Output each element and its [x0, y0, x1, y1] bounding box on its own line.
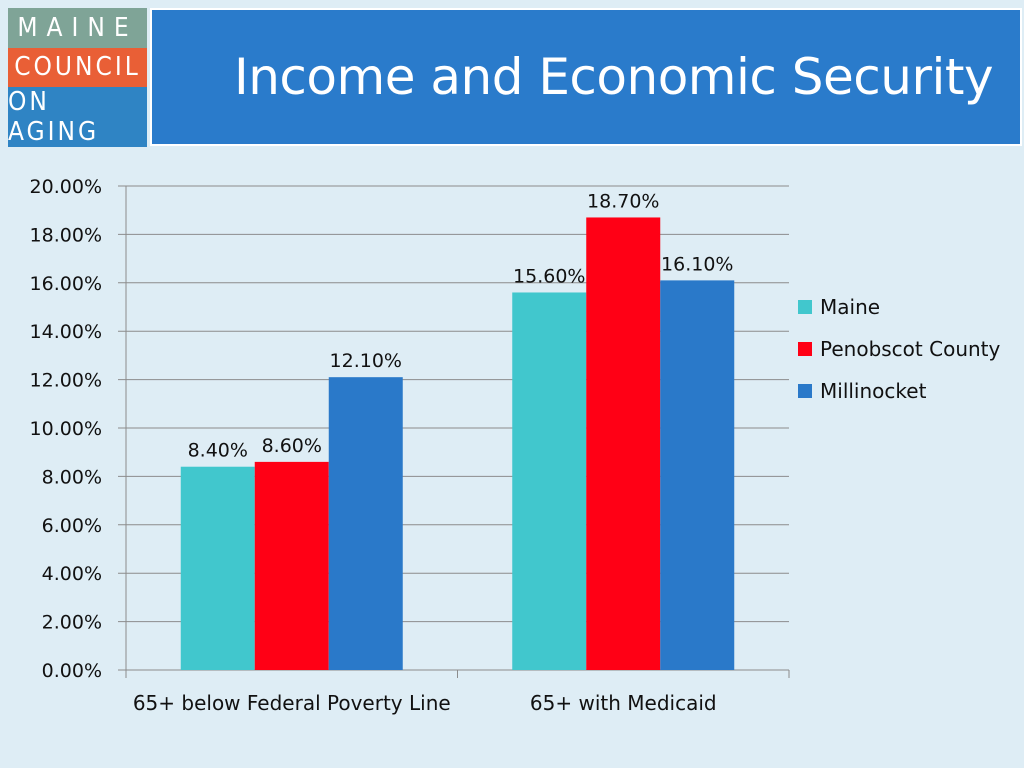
logo-line-on-aging: ON AGING	[8, 87, 147, 147]
y-tick-label: 8.00%	[42, 466, 102, 488]
bar-maine	[512, 292, 587, 670]
bar-penobscot-county	[254, 461, 329, 670]
y-tick-label: 0.00%	[42, 660, 102, 682]
x-category-label: 65+ below Federal Poverty Line	[133, 691, 451, 715]
logo-line-maine: MAINE	[8, 8, 147, 48]
y-tick-label: 16.00%	[30, 273, 102, 295]
y-tick-label: 6.00%	[42, 515, 102, 537]
slide-title: Income and Economic Security	[234, 48, 994, 106]
y-tick-label: 4.00%	[42, 563, 102, 585]
legend-swatch	[798, 384, 812, 398]
maine-council-logo: MAINE COUNCIL ON AGING	[8, 8, 147, 147]
legend-label: Maine	[820, 295, 880, 319]
legend-swatch	[798, 300, 812, 314]
legend-label: Penobscot County	[820, 337, 1001, 361]
x-category-label: 65+ with Medicaid	[530, 691, 717, 715]
slide-header: Income and Economic Security	[150, 8, 1022, 146]
logo-line-council: COUNCIL	[8, 47, 147, 87]
legend-swatch	[798, 342, 812, 356]
y-tick-label: 10.00%	[30, 418, 102, 440]
y-tick-label: 2.00%	[42, 612, 102, 634]
bar-millinocket	[660, 280, 735, 670]
data-label: 18.70%	[587, 190, 659, 212]
bar-millinocket	[328, 377, 403, 670]
data-label: 15.60%	[513, 265, 585, 287]
y-tick-label: 20.00%	[30, 176, 102, 198]
y-tick-label: 18.00%	[30, 224, 102, 246]
data-label: 8.40%	[188, 440, 248, 462]
y-tick-label: 12.00%	[30, 370, 102, 392]
legend-label: Millinocket	[820, 379, 927, 403]
bar-maine	[180, 466, 255, 670]
y-tick-label: 14.00%	[30, 321, 102, 343]
bar-penobscot-county	[586, 217, 661, 670]
data-label: 8.60%	[262, 435, 322, 457]
data-label: 16.10%	[661, 253, 733, 275]
data-label: 12.10%	[330, 350, 402, 372]
